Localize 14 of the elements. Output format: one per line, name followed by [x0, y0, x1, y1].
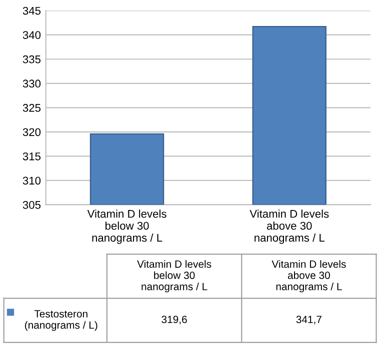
category-label: Vitamin D levels below 30 nanograms / L — [137, 260, 212, 292]
y-tick-label: 340 — [22, 31, 41, 39]
y-tick-label: 335 — [22, 55, 41, 64]
y-tick-label: 330 — [22, 80, 41, 88]
y-tick-label: 310 — [22, 176, 41, 185]
legend-label: Testosteron (nanograms / L) — [25, 310, 98, 331]
y-tick-label: 315 — [22, 152, 41, 160]
y-tick-label: 325 — [22, 104, 41, 112]
y-tick-label: 345 — [22, 6, 41, 15]
y-tick-label: 320 — [22, 128, 41, 136]
category-label: Vitamin D levels above 30 nanograms / L — [272, 260, 346, 292]
data-label: 319,6 — [162, 316, 187, 324]
y-tick-label: 305 — [22, 201, 41, 209]
data-label: 341,7 — [296, 316, 322, 324]
